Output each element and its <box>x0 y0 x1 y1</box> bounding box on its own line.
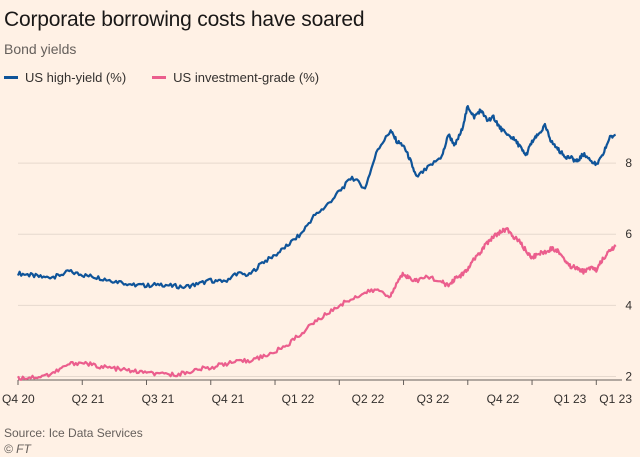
chart-subtitle: Bond yields <box>4 41 77 57</box>
legend-swatch-high-yield <box>4 76 18 79</box>
x-tick-label: Q1 22 <box>282 392 315 406</box>
chart-credit: © FT <box>4 442 31 456</box>
y-tick-label: 4 <box>625 298 632 312</box>
x-tick-label: Q4 22 <box>487 392 520 406</box>
x-tick-label: Q4 20 <box>2 392 35 406</box>
x-tick-label: Q1 23 <box>599 392 632 406</box>
chart-legend: US high-yield (%) US investment-grade (%… <box>4 70 345 85</box>
y-tick-label: 8 <box>625 156 632 170</box>
legend-label-investment-grade: US investment-grade (%) <box>173 70 320 85</box>
chart-source: Source: Ice Data Services <box>4 426 143 440</box>
x-tick-label: Q1 23 <box>554 392 587 406</box>
x-tick-label: Q2 22 <box>352 392 385 406</box>
chart-title: Corporate borrowing costs have soared <box>4 8 365 31</box>
series-line-investment-grade <box>17 227 617 381</box>
y-tick-label: 2 <box>625 369 632 383</box>
x-tick-label: Q4 21 <box>212 392 245 406</box>
series-line-high-yield <box>16 105 616 290</box>
x-tick-label: Q3 22 <box>417 392 450 406</box>
x-tick-label: Q3 21 <box>142 392 175 406</box>
y-tick-label: 6 <box>625 227 632 241</box>
legend-swatch-investment-grade <box>152 76 167 79</box>
legend-item-investment-grade: US investment-grade (%) <box>152 70 319 85</box>
legend-label-high-yield: US high-yield (%) <box>25 70 127 85</box>
legend-item-high-yield: US high-yield (%) <box>4 70 126 85</box>
x-tick-label: Q2 21 <box>72 392 105 406</box>
